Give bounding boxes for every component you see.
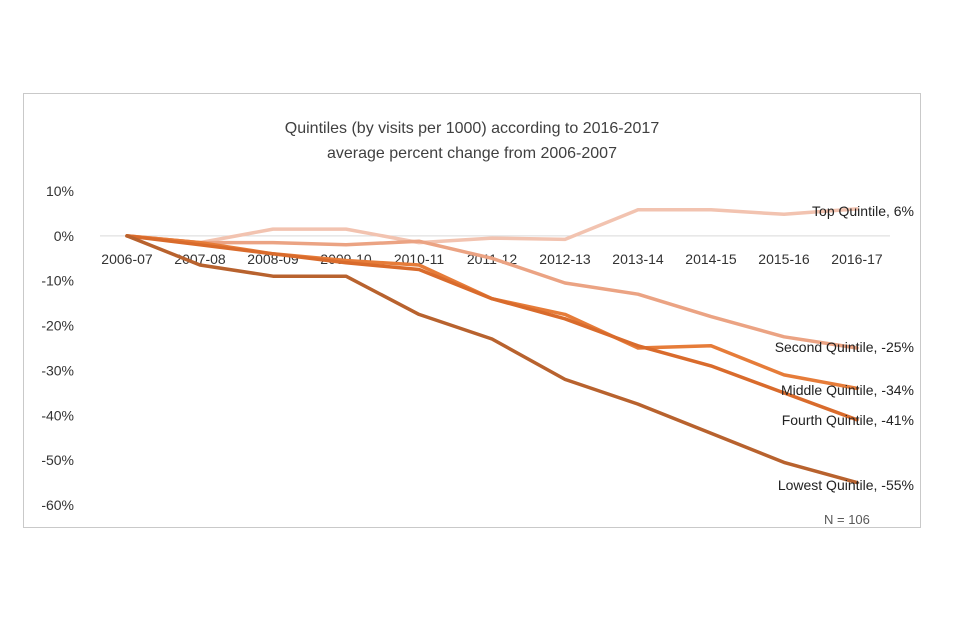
y-tick-label: -20% <box>41 318 74 334</box>
x-tick-label: 2014-15 <box>685 251 737 267</box>
series-line <box>125 234 859 422</box>
x-tick-label: 2013-14 <box>612 251 664 267</box>
y-tick-label: -50% <box>41 452 74 468</box>
y-tick-label: -10% <box>41 273 74 289</box>
y-tick-label: 0% <box>54 228 74 244</box>
x-tick-label: 2007-08 <box>174 251 226 267</box>
x-tick-label: 2012-13 <box>539 251 591 267</box>
x-tick-label: 2015-16 <box>758 251 810 267</box>
series-labels: Top Quintile, 6% Second Quintile, -25% Mid… <box>775 203 914 493</box>
series-lines <box>125 207 859 485</box>
series-end-label: Middle Quintile, -34% <box>781 382 914 398</box>
x-tick-label: 2016-17 <box>831 251 883 267</box>
sample-size-note: N = 106 <box>824 512 870 527</box>
series-end-label: Top Quintile, 6% <box>812 203 914 219</box>
y-tick-label: -40% <box>41 407 74 423</box>
series-line <box>125 234 859 485</box>
y-tick-label: -30% <box>41 362 74 378</box>
x-tick-label: 2006-07 <box>101 251 153 267</box>
series-end-label: Fourth Quintile, -41% <box>782 412 914 428</box>
series-line <box>125 234 859 350</box>
chart-title: Quintiles (by visits per 1000) according… <box>285 120 660 137</box>
chart-subtitle: average percent change from 2006-2007 <box>327 145 617 162</box>
y-axis: 10% 0% -10% -20% -30% -40% -50% -60% <box>41 183 74 513</box>
series-line <box>125 207 859 245</box>
y-tick-label: -60% <box>41 497 74 513</box>
y-tick-label: 10% <box>46 183 74 199</box>
series-end-label: Second Quintile, -25% <box>775 339 914 355</box>
series-end-label: Lowest Quintile, -55% <box>778 477 914 493</box>
